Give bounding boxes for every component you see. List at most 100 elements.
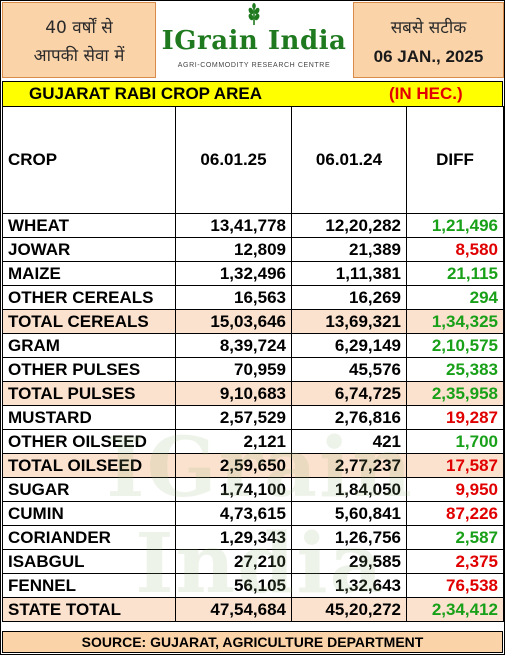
crop-name: MAIZE xyxy=(2,261,176,286)
area-2024: 45,20,272 xyxy=(291,597,407,622)
area-2025: 15,03,646 xyxy=(175,309,292,334)
crop-name: STATE TOTAL xyxy=(2,597,176,622)
area-diff: 21,115 xyxy=(406,261,504,286)
title-bar: GUJARAT RABI CROP AREA (IN HEC.) xyxy=(2,81,503,107)
area-diff: 8,580 xyxy=(406,237,504,262)
area-2025: 8,39,724 xyxy=(175,333,292,358)
date-box: सबसे सटीक 06 JAN., 2025 xyxy=(353,2,504,78)
area-diff: 1,34,325 xyxy=(406,309,504,334)
area-diff: 2,35,958 xyxy=(406,381,504,406)
report-date: 06 JAN., 2025 xyxy=(373,47,484,66)
area-2024: 1,32,643 xyxy=(291,573,407,598)
unit-label: (IN HEC.) xyxy=(389,84,463,103)
area-2024: 45,576 xyxy=(291,357,407,382)
area-2024: 29,585 xyxy=(291,549,407,574)
column-header-2025: 06.01.25 xyxy=(175,106,292,214)
area-2024: 6,74,725 xyxy=(291,381,407,406)
crop-name: OTHER PULSES xyxy=(2,357,176,382)
area-2025: 27,210 xyxy=(175,549,292,574)
crop-name: SUGAR xyxy=(2,477,176,502)
area-2024: 5,60,841 xyxy=(291,501,407,526)
table-row: FENNEL 56,105 1,32,643 76,538 xyxy=(2,573,504,598)
area-diff: 25,383 xyxy=(406,357,504,382)
wheat-icon xyxy=(248,3,260,25)
area-2024: 2,77,237 xyxy=(291,453,407,478)
tagline-line-1: 40 वर्षों से xyxy=(45,18,113,38)
crop-name: JOWAR xyxy=(2,237,176,262)
area-2024: 1,11,381 xyxy=(291,261,407,286)
area-diff: 2,375 xyxy=(406,549,504,574)
crop-name: MUSTARD xyxy=(2,405,176,430)
area-diff: 17,587 xyxy=(406,453,504,478)
table-row: CORIANDER 1,29,343 1,26,756 2,587 xyxy=(2,525,504,550)
source-footer: SOURCE: GUJARAT, AGRICULTURE DEPARTMENT xyxy=(2,631,503,653)
table-row: GRAM 8,39,724 6,29,149 2,10,575 xyxy=(2,333,504,358)
area-diff: 1,21,496 xyxy=(406,213,504,238)
table-row: TOTAL PULSES 9,10,683 6,74,725 2,35,958 xyxy=(2,381,504,406)
area-2024: 21,389 xyxy=(291,237,407,262)
crop-name: TOTAL OILSEED xyxy=(2,453,176,478)
area-2025: 4,73,615 xyxy=(175,501,292,526)
table-row: STATE TOTAL 47,54,684 45,20,272 2,34,412 xyxy=(2,597,504,622)
area-diff: 87,226 xyxy=(406,501,504,526)
area-diff: 9,950 xyxy=(406,477,504,502)
table-row: MUSTARD 2,57,529 2,76,816 19,287 xyxy=(2,405,504,430)
area-2024: 421 xyxy=(291,429,407,454)
area-2024: 16,269 xyxy=(291,285,407,310)
area-diff: 1,700 xyxy=(406,429,504,454)
header: 40 वर्षों से आपकी सेवा में IGrain India … xyxy=(0,0,505,80)
area-2025: 56,105 xyxy=(175,573,292,598)
table-row: OTHER PULSES 70,959 45,576 25,383 xyxy=(2,357,504,382)
crop-name: WHEAT xyxy=(2,213,176,238)
area-diff: 2,34,412 xyxy=(406,597,504,622)
area-2024: 2,76,816 xyxy=(291,405,407,430)
area-2025: 2,57,529 xyxy=(175,405,292,430)
table-row: OTHER CEREALS 16,563 16,269 294 xyxy=(2,285,504,310)
area-2025: 2,59,650 xyxy=(175,453,292,478)
table-row: CUMIN 4,73,615 5,60,841 87,226 xyxy=(2,501,504,526)
crop-area-table: CROP 06.01.25 06.01.24 DIFF WHEAT 13,41,7… xyxy=(2,106,504,622)
crop-name: CORIANDER xyxy=(2,525,176,550)
accuracy-tagline: सबसे सटीक xyxy=(390,18,467,38)
area-2024: 6,29,149 xyxy=(291,333,407,358)
area-2025: 16,563 xyxy=(175,285,292,310)
tagline-box: 40 वर्षों से आपकी सेवा में xyxy=(2,2,156,78)
area-2025: 1,74,100 xyxy=(175,477,292,502)
area-2025: 2,121 xyxy=(175,429,292,454)
crop-name: TOTAL PULSES xyxy=(2,381,176,406)
table-row: WHEAT 13,41,778 12,20,282 1,21,496 xyxy=(2,213,504,238)
table-row: ISABGUL 27,210 29,585 2,375 xyxy=(2,549,504,574)
crop-name: OTHER CEREALS xyxy=(2,285,176,310)
table-row: TOTAL CEREALS 15,03,646 13,69,321 1,34,325 xyxy=(2,309,504,334)
table-row: TOTAL OILSEED 2,59,650 2,77,237 17,587 xyxy=(2,453,504,478)
area-diff: 294 xyxy=(406,285,504,310)
area-2024: 1,84,050 xyxy=(291,477,407,502)
area-2025: 70,959 xyxy=(175,357,292,382)
area-2024: 12,20,282 xyxy=(291,213,407,238)
area-2025: 12,809 xyxy=(175,237,292,262)
area-2024: 13,69,321 xyxy=(291,309,407,334)
table-header-row: CROP 06.01.25 06.01.24 DIFF xyxy=(2,106,504,214)
table-title: GUJARAT RABI CROP AREA xyxy=(29,84,262,103)
crop-name: TOTAL CEREALS xyxy=(2,309,176,334)
column-header-diff: DIFF xyxy=(406,106,504,214)
crop-name: OTHER OILSEED xyxy=(2,429,176,454)
area-2024: 1,26,756 xyxy=(291,525,407,550)
crop-name: FENNEL xyxy=(2,573,176,598)
tagline-line-2: आपकी सेवा में xyxy=(33,46,125,66)
logo-subtitle: AGRI-COMMODITY RESEARCH CENTRE xyxy=(177,62,331,69)
column-header-2024: 06.01.24 xyxy=(291,106,407,214)
area-diff: 2,587 xyxy=(406,525,504,550)
logo: IGrain India AGRI-COMMODITY RESEARCH CEN… xyxy=(158,0,350,78)
area-2025: 1,29,343 xyxy=(175,525,292,550)
area-2025: 47,54,684 xyxy=(175,597,292,622)
crop-name: CUMIN xyxy=(2,501,176,526)
area-diff: 19,287 xyxy=(406,405,504,430)
table-row: SUGAR 1,74,100 1,84,050 9,950 xyxy=(2,477,504,502)
column-header-crop: CROP xyxy=(2,106,176,214)
area-diff: 2,10,575 xyxy=(406,333,504,358)
crop-name: ISABGUL xyxy=(2,549,176,574)
area-2025: 13,41,778 xyxy=(175,213,292,238)
table-row: MAIZE 1,32,496 1,11,381 21,115 xyxy=(2,261,504,286)
table-row: OTHER OILSEED 2,121 421 1,700 xyxy=(2,429,504,454)
